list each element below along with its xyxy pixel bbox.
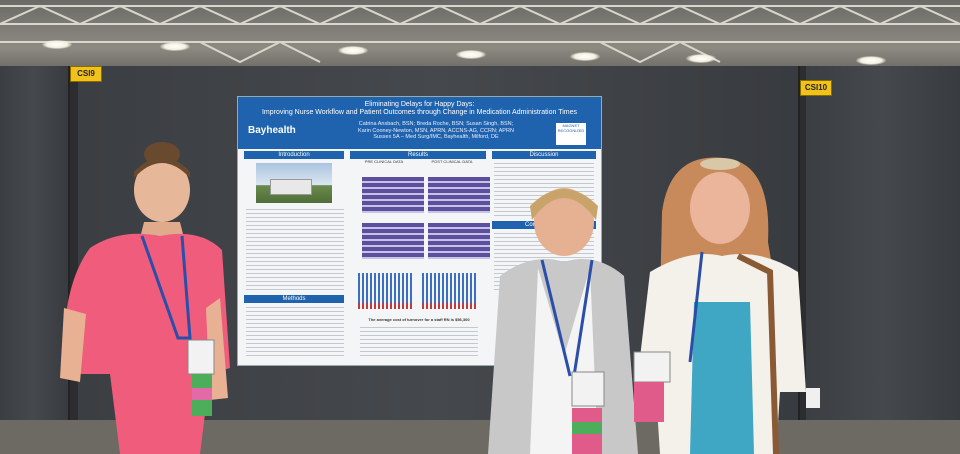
ceiling-light (856, 56, 886, 65)
pre-chart (362, 223, 424, 259)
hospital-photo (256, 163, 332, 203)
turnover-note: The average cost of turnover for a staff… (368, 317, 470, 322)
section-introduction: Introduction (244, 151, 344, 159)
results-text-block (360, 327, 478, 359)
booth-panel (0, 66, 70, 432)
poster-header: Eliminating Delays for Happy Days: Impro… (238, 97, 601, 149)
ceiling-light (42, 40, 72, 49)
booth-panel (806, 66, 960, 432)
pre-bar-chart-baseline (358, 303, 414, 309)
pre-clinical-label: PRE CLINICAL DATA (364, 159, 404, 164)
post-bar-chart-baseline (422, 303, 478, 309)
person-left (60, 142, 230, 454)
ceiling-light (570, 52, 600, 61)
bayhealth-logo: Bayhealth (248, 125, 296, 136)
pre-bar-chart (358, 273, 414, 305)
section-results: Results (350, 151, 486, 159)
poster-authors: Catrina Ansbach, BSN; Breda Roche, BSN; … (358, 121, 514, 140)
person-right (633, 157, 820, 454)
post-chart (428, 223, 490, 259)
booth-sign: CSI10 (800, 80, 832, 96)
section-methods: Methods (244, 295, 344, 303)
person-middle (488, 188, 638, 454)
section-discussion: Discussion (492, 151, 596, 159)
ceiling-light (338, 46, 368, 55)
ceiling-light (686, 54, 716, 63)
booth-sign: CSI9 (70, 66, 102, 82)
post-bar-chart (422, 273, 478, 305)
methods-text-block (246, 307, 344, 359)
ceiling-light (456, 50, 486, 59)
pre-chart (362, 177, 424, 213)
ceiling-light (160, 42, 190, 51)
post-chart (428, 177, 490, 213)
magnet-badge: MAGNET RECOGNIZED (556, 123, 586, 145)
intro-text-block (246, 209, 344, 291)
poster-title: Eliminating Delays for Happy Days: Impro… (261, 101, 578, 116)
post-clinical-label: POST CLINICAL DATA (431, 159, 473, 164)
ceiling-truss (0, 4, 960, 64)
